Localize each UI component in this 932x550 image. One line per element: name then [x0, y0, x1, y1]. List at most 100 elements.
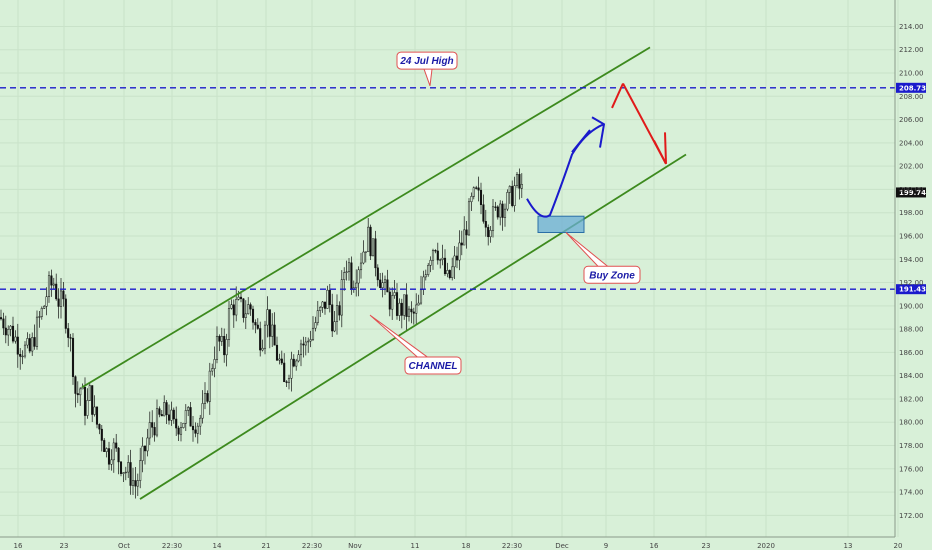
candle-body — [55, 283, 58, 300]
price-tick-label: 188.00 — [899, 326, 924, 334]
time-tick-label: 2020 — [757, 542, 775, 550]
candle-body — [122, 472, 125, 474]
candle-body — [436, 250, 439, 261]
candle-body — [160, 414, 163, 417]
candle-body — [83, 387, 87, 416]
forecast-up-arrowhead — [591, 116, 606, 148]
candle-body — [455, 255, 459, 261]
candle-body — [475, 187, 478, 189]
candle-body — [268, 309, 271, 337]
candle-body — [479, 189, 483, 205]
time-tick-label: 16 — [650, 542, 659, 550]
candle-body — [203, 393, 207, 404]
price-tick-label: 202.00 — [899, 163, 924, 171]
time-tick-label: 16 — [14, 542, 23, 550]
candle-body — [429, 259, 432, 266]
candle-body — [283, 362, 286, 383]
candle-body — [482, 204, 485, 222]
candle-body — [50, 275, 53, 286]
candle-body — [227, 308, 231, 340]
price-tick-label: 200.00 — [899, 186, 924, 194]
candle-body — [513, 185, 516, 206]
candle-body — [518, 174, 521, 189]
candle-body — [31, 337, 34, 352]
candle-body — [501, 203, 504, 218]
candle-body — [427, 265, 430, 275]
candle-body — [155, 408, 159, 436]
candle-body — [439, 259, 442, 261]
candle-body — [388, 291, 391, 310]
candle-body — [21, 355, 24, 358]
candle-body — [386, 279, 389, 293]
candle-body — [328, 289, 331, 305]
candle-body — [410, 308, 413, 313]
candle-body — [424, 274, 427, 278]
time-tick-label: 23 — [702, 542, 711, 550]
candle-body — [215, 335, 219, 360]
candle-body — [179, 427, 183, 435]
callout-24-jul-high-pointer-mask — [421, 60, 433, 69]
candle-body — [196, 425, 199, 434]
candlestick-series — [0, 168, 523, 499]
candle-body — [59, 290, 63, 307]
candle-body — [14, 336, 17, 342]
candle-body — [57, 298, 60, 307]
price-channel — [81, 46, 687, 500]
candle-body — [261, 347, 264, 351]
candle-body — [242, 298, 245, 318]
candle-body — [225, 339, 228, 356]
candle-body — [383, 279, 387, 283]
time-tick-label: 18 — [462, 542, 471, 550]
candle-body — [206, 393, 209, 402]
candle-body — [62, 290, 65, 300]
candle-body — [247, 304, 250, 315]
time-axis[interactable]: 16 23 Oct 22:30 14 21 22:30 Nov 11 18 22:30 Dec 9 16 2… — [0, 536, 902, 550]
candle-body — [460, 242, 463, 246]
candle-body — [43, 305, 46, 309]
candle-body — [297, 354, 300, 362]
candle-body — [374, 238, 377, 269]
candle-body — [69, 337, 72, 339]
candle-body — [316, 310, 319, 323]
candle-body — [45, 296, 48, 307]
candle-body — [441, 257, 444, 260]
time-tick-label: 13 — [844, 542, 853, 550]
candle-body — [448, 270, 451, 278]
candle-body — [489, 230, 492, 238]
price-tick-label: 174.00 — [899, 489, 924, 497]
candle-body — [26, 338, 29, 346]
price-tick-label: 208.00 — [899, 93, 924, 101]
candle-body — [290, 358, 293, 379]
candle-body — [443, 257, 447, 275]
candle-body — [376, 267, 379, 281]
candle-body — [201, 403, 204, 419]
candle-body — [40, 308, 43, 317]
price-tick-label: 196.00 — [899, 232, 924, 240]
candle-body — [76, 393, 79, 396]
time-tick-label: 14 — [213, 542, 222, 550]
price-tick-label: 180.00 — [899, 419, 924, 427]
candle-body — [453, 255, 456, 268]
candle-body — [371, 238, 375, 257]
time-tick-label: 11 — [411, 542, 420, 550]
time-tick-label: 21 — [262, 542, 271, 550]
time-tick-label: 9 — [604, 542, 608, 550]
candle-body — [405, 294, 408, 317]
candle-body — [163, 402, 166, 417]
candle-body — [467, 201, 471, 236]
candle-body — [119, 461, 123, 474]
candle-body — [136, 480, 139, 487]
candle-body — [129, 462, 132, 486]
level-price-label: 208.73 — [899, 84, 926, 92]
level-price-tag — [896, 284, 926, 295]
candle-body — [395, 292, 399, 316]
candle-body — [117, 447, 120, 463]
candle-body — [191, 425, 195, 431]
callout-channel-pointer-mask — [427, 365, 439, 374]
candle-body — [93, 406, 96, 415]
candle-body — [494, 206, 497, 208]
price-axis[interactable]: 214.00 212.00 210.00 208.00 206.00 204.00 202.… — [894, 0, 924, 537]
candle-body — [275, 344, 279, 361]
